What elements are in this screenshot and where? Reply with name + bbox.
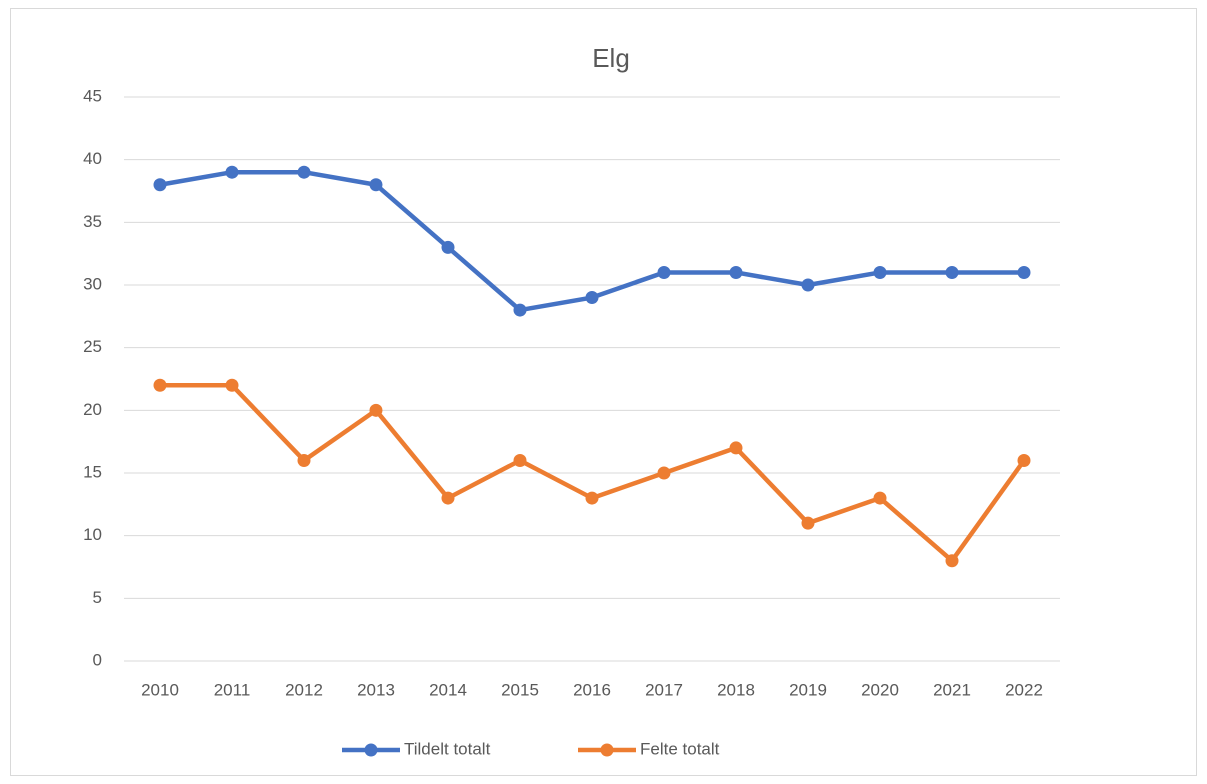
y-tick-label: 10 [83,525,102,544]
data-point [1017,453,1031,467]
data-point [873,491,887,505]
chart-title: Elg [592,43,630,73]
data-point [513,453,527,467]
data-point [225,378,239,392]
data-point [801,516,815,530]
x-tick-label: 2011 [214,680,251,699]
data-point [153,378,167,392]
data-point [945,554,959,568]
x-tick-label: 2021 [933,680,971,699]
x-tick-label: 2010 [141,680,179,699]
y-tick-label: 20 [83,400,102,419]
y-tick-label: 25 [83,337,102,356]
x-tick-label: 2018 [717,680,755,699]
data-point [585,291,599,305]
data-point [585,491,599,505]
legend-label: Tildelt totalt [404,739,491,758]
y-tick-label: 15 [83,462,102,481]
y-tick-label: 5 [93,588,102,607]
y-tick-label: 45 [83,86,102,105]
legend-label: Felte totalt [640,739,720,758]
data-point [369,403,383,417]
x-tick-label: 2013 [357,680,395,699]
data-point [297,453,311,467]
data-point [1017,265,1031,279]
x-tick-label: 2019 [789,680,827,699]
data-point [513,303,527,317]
data-point [657,466,671,480]
data-point [153,178,167,192]
x-tick-label: 2014 [429,680,467,699]
x-tick-label: 2017 [645,680,683,699]
y-tick-label: 40 [83,149,102,168]
chart-frame [10,8,1197,776]
x-tick-label: 2012 [285,680,323,699]
y-tick-label: 30 [83,274,102,293]
y-tick-label: 0 [93,650,102,669]
data-point [225,165,239,179]
data-point [441,491,455,505]
data-point [945,265,959,279]
x-tick-label: 2015 [501,680,539,699]
data-point [729,265,743,279]
data-point [657,265,671,279]
legend-marker [600,743,614,757]
data-point [873,265,887,279]
legend-marker [364,743,378,757]
y-tick-label: 35 [83,212,102,231]
x-tick-label: 2022 [1005,680,1043,699]
data-point [729,441,743,455]
x-tick-label: 2020 [861,680,899,699]
data-point [441,240,455,254]
x-tick-label: 2016 [573,680,611,699]
data-point [801,278,815,292]
data-point [369,178,383,192]
data-point [297,165,311,179]
